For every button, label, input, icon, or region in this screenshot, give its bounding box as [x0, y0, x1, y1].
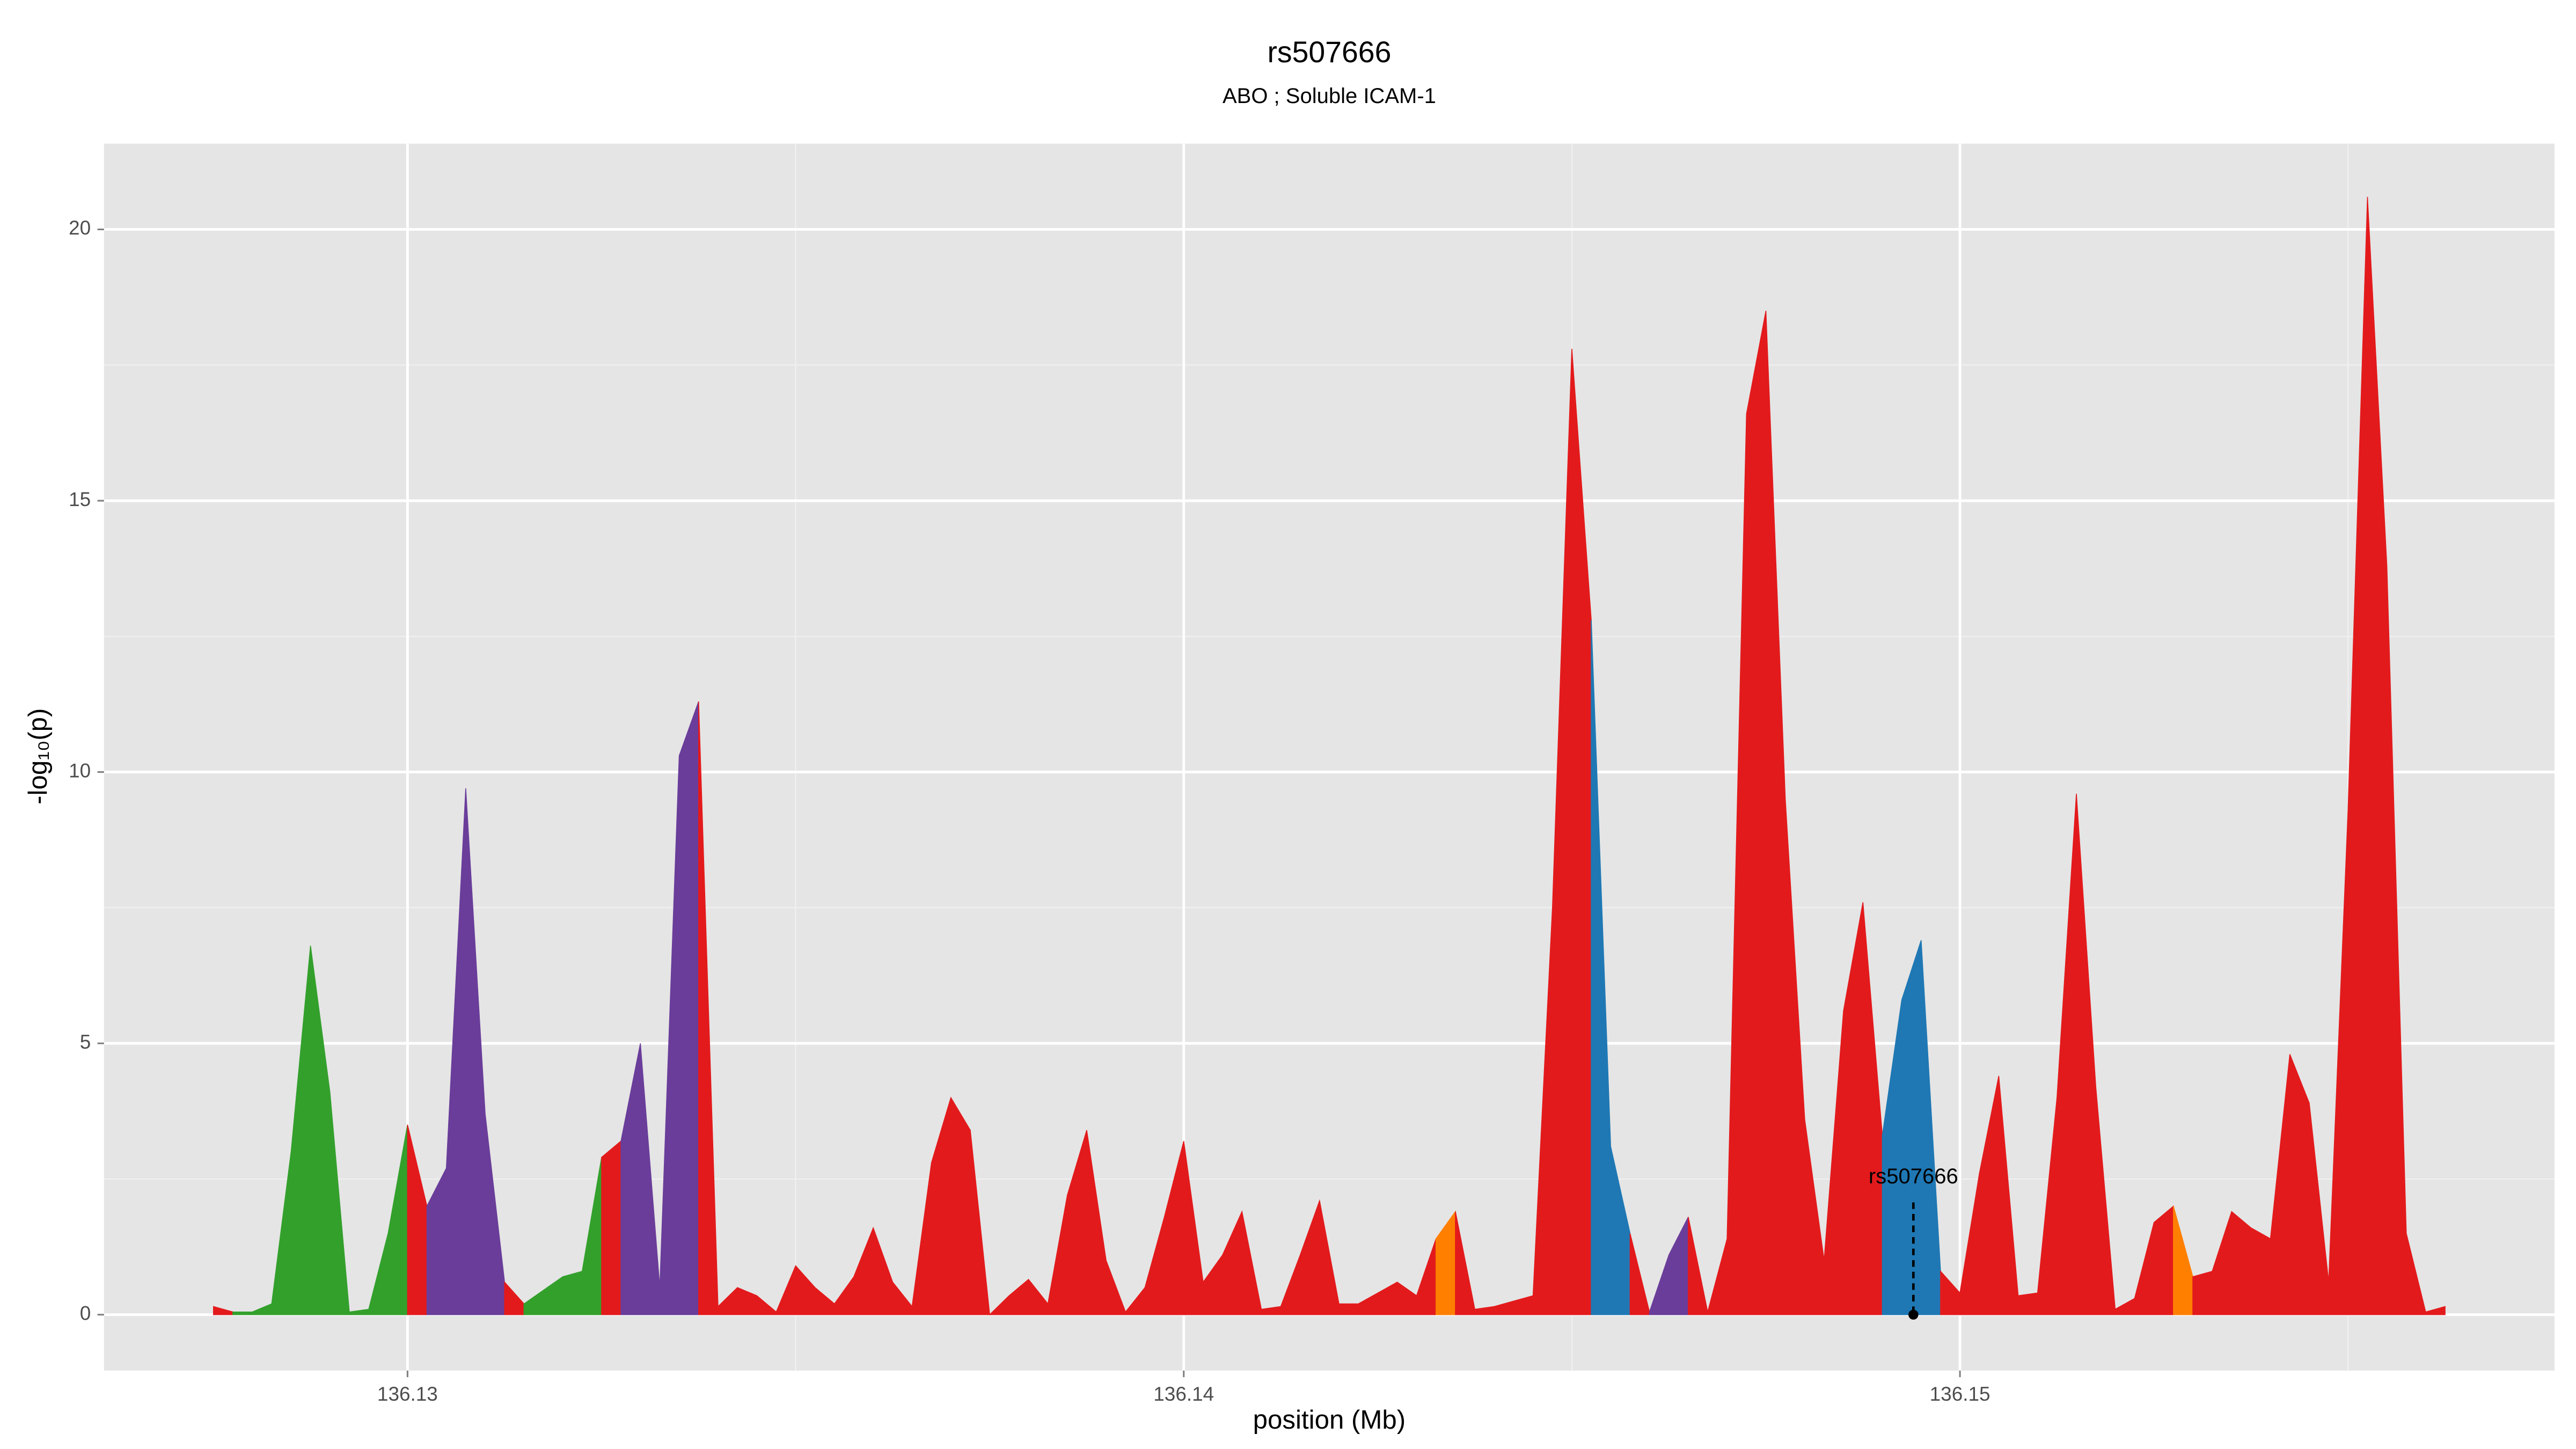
area-segment [2192, 196, 2446, 1315]
chart-title: rs507666 [1267, 35, 1391, 69]
area-segment [698, 701, 1437, 1316]
areas [213, 196, 2446, 1316]
y-tick-label: 5 [80, 1031, 91, 1053]
y-tick-label: 15 [69, 488, 91, 510]
x-tick-label: 136.15 [1930, 1383, 1990, 1405]
y-tick-label: 0 [80, 1302, 91, 1324]
area-segment [1688, 310, 1883, 1315]
x-axis-label: position (Mb) [1253, 1405, 1406, 1435]
area-segment [601, 1140, 621, 1315]
plot-panel [104, 143, 2555, 1371]
x-tick-label: 136.14 [1153, 1383, 1214, 1405]
area-segment [1940, 793, 2174, 1315]
x-tick-label: 136.13 [377, 1383, 438, 1405]
area-segment [1591, 620, 1631, 1315]
area-segment [1649, 1217, 1689, 1315]
chart-subtitle: ABO ; Soluble ICAM-1 [1223, 84, 1436, 108]
y-axis-label: -log₁₀(p) [23, 708, 53, 804]
annotation-point [1908, 1309, 1919, 1320]
annotation-label: rs507666 [1869, 1165, 1958, 1188]
y-tick-label: 10 [69, 759, 91, 781]
y-tick-label: 20 [69, 217, 91, 239]
